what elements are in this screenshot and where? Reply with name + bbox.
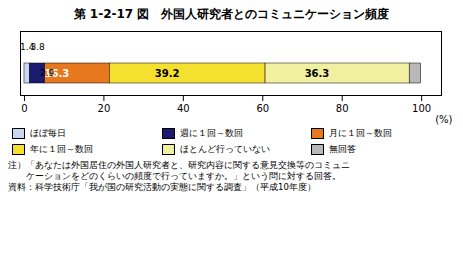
svg-text:40: 40 — [177, 103, 190, 114]
html-text:ほぼ毎日: ほぼ毎日 — [30, 128, 66, 138]
svg-text:2.9: 2.9 — [40, 68, 55, 78]
html-text:第 1-2-17 図 外国人研究者とのコミュニケーション頻度: 第 1-2-17 図 外国人研究者とのコミュニケーション頻度 — [73, 7, 390, 21]
svg-text:0: 0 — [21, 103, 27, 114]
svg-text:(%): (%) — [435, 114, 452, 125]
svg-text:36.3: 36.3 — [305, 68, 330, 79]
html-text:週に１回～数回: 週に１回～数回 — [179, 128, 243, 138]
html-text:ほとんど行っていない: ほとんど行っていない — [179, 144, 270, 154]
svg-text:80: 80 — [336, 103, 349, 114]
html-text:注）「あなたは外国居住の外国人研究者と、研究内容に関する意見: 注）「あなたは外国居住の外国人研究者と、研究内容に関する意見交換等のコミュニ — [8, 160, 350, 170]
html-text:ケーションをどのくらいの頻度で行っていますか。」という問に対: ケーションをどのくらいの頻度で行っていますか。」という問に対する回答。 — [8, 171, 341, 181]
svg-text:3.8: 3.8 — [30, 42, 45, 52]
html-text:月に１回～数回: 月に１回～数回 — [329, 128, 393, 138]
html-text:無回答: 無回答 — [329, 144, 357, 154]
svg-text:20: 20 — [98, 103, 111, 114]
svg-text:1.4: 1.4 — [20, 42, 35, 53]
html-text:年に１回～数回: 年に１回～数回 — [30, 144, 93, 154]
svg-text:39.2: 39.2 — [155, 68, 180, 79]
html-text:資料：科学技術庁「我が国の研究活動の実態に関する調査」（平成: 資料：科学技術庁「我が国の研究活動の実態に関する調査」（平成10年度） — [8, 182, 316, 193]
svg-text:16.3: 16.3 — [44, 67, 70, 79]
svg-text:100: 100 — [412, 103, 431, 114]
svg-text:60: 60 — [256, 103, 269, 114]
